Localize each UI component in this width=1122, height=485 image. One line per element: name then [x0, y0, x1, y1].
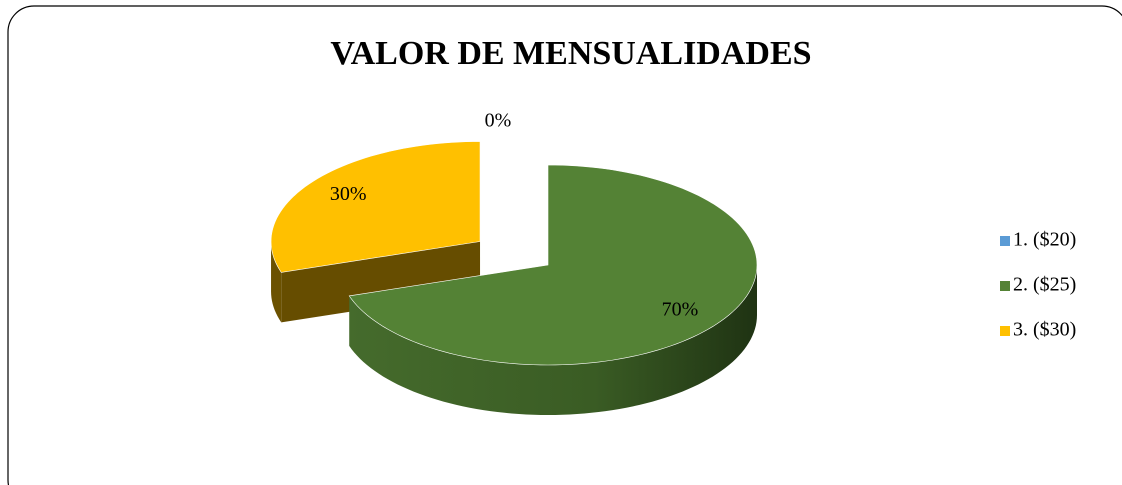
legend-swatch [1000, 326, 1010, 336]
legend-swatch [1000, 281, 1010, 291]
data-label: 0% [485, 110, 512, 132]
legend-label: 2. ($25) [1013, 274, 1076, 296]
legend-swatch [1000, 236, 1010, 246]
slice-wall [271, 241, 282, 323]
data-label: 70% [662, 298, 699, 320]
slice [270, 141, 481, 273]
slice-wall [349, 265, 757, 415]
data-label: 30% [330, 183, 367, 205]
chart-title: VALOR DE MENSUALIDADES [330, 35, 811, 72]
slice [348, 164, 758, 366]
slice-side [281, 241, 481, 323]
legend-label: 3. ($30) [1013, 319, 1076, 341]
labels: 30% 0% 70% [330, 110, 698, 321]
pie [270, 141, 758, 415]
chart-border [7, 5, 1122, 485]
legend: 1. ($20) 2. ($25) 3. ($30) [1000, 229, 1076, 341]
legend-label: 1. ($20) [1013, 229, 1076, 251]
